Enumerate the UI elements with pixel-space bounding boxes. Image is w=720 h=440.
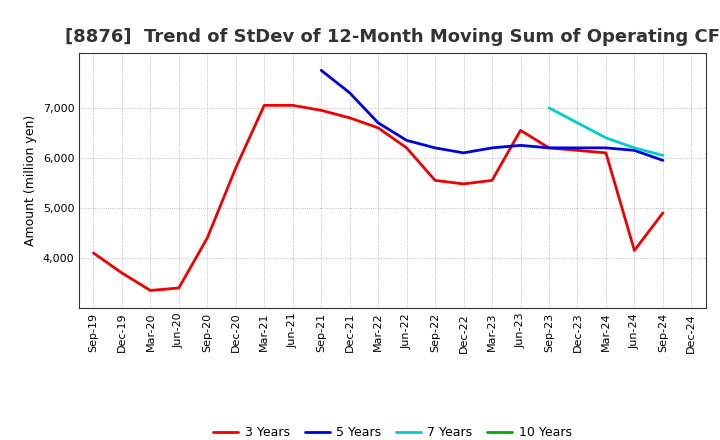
Legend: 3 Years, 5 Years, 7 Years, 10 Years: 3 Years, 5 Years, 7 Years, 10 Years bbox=[208, 422, 577, 440]
Y-axis label: Amount (million yen): Amount (million yen) bbox=[24, 115, 37, 246]
Title: [8876]  Trend of StDev of 12-Month Moving Sum of Operating CF: [8876] Trend of StDev of 12-Month Moving… bbox=[65, 28, 720, 46]
